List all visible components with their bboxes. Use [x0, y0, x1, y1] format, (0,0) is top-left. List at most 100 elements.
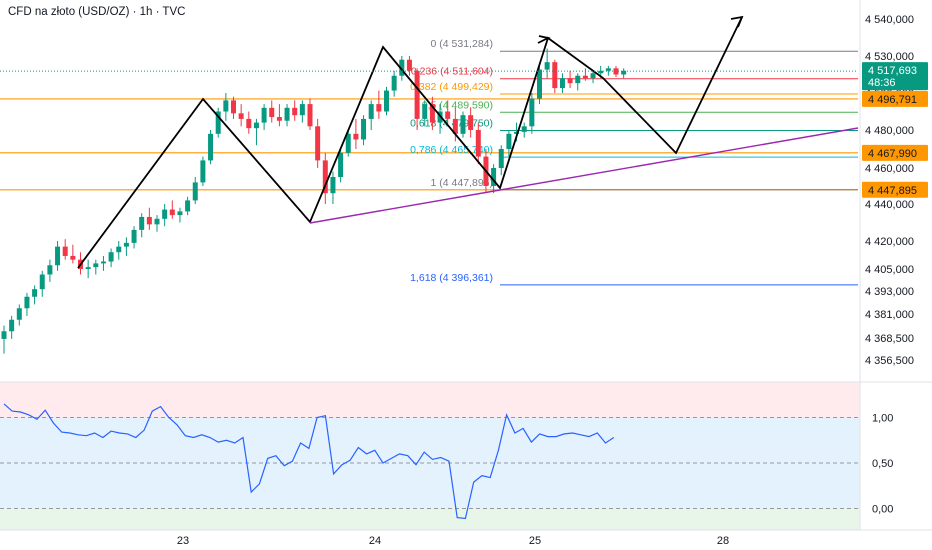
candle-body [215, 111, 221, 134]
candle-body [32, 289, 38, 297]
candle-body [16, 308, 22, 320]
candle [544, 48, 550, 79]
y-tick-label: 4 440,000 [865, 199, 914, 211]
candle [559, 73, 565, 93]
candle-body [131, 229, 137, 243]
candle [146, 207, 152, 230]
candle-body [307, 104, 313, 127]
candle-body [223, 100, 229, 112]
rsi-tick-label: 1,00 [872, 413, 893, 425]
candle [506, 130, 512, 157]
candle [39, 270, 45, 297]
candle [208, 130, 214, 165]
x-tick-label: 28 [717, 535, 729, 547]
candle [391, 70, 397, 97]
candle [292, 100, 298, 121]
candle [361, 115, 367, 146]
candle-body [322, 160, 328, 194]
candle-body [85, 267, 91, 269]
drawings[interactable] [77, 15, 859, 269]
fib-level-label: 1 (4 447,895) [431, 177, 493, 189]
candle-body [47, 265, 53, 275]
candle-body [575, 75, 581, 84]
candle-body [475, 130, 481, 157]
candle-body [598, 70, 604, 74]
candle-body [582, 75, 588, 79]
price-level-badge-label: 4 447,895 [868, 185, 917, 197]
candle [521, 122, 527, 138]
candle-body [139, 216, 145, 230]
candle [567, 70, 573, 89]
candle [32, 285, 38, 305]
candle-body [521, 126, 527, 132]
candle [200, 156, 206, 186]
candle-body [1, 331, 7, 339]
price-level-badge-label: 4 496,791 [868, 94, 917, 106]
candle [62, 239, 68, 260]
candle [605, 65, 611, 76]
candle-body [246, 118, 252, 129]
x-tick-label: 25 [529, 535, 541, 547]
candle [429, 96, 435, 130]
candle [253, 118, 259, 146]
candle [139, 213, 145, 238]
rsi-overbought-zone [0, 382, 860, 417]
candle [537, 65, 542, 105]
candle [322, 152, 328, 204]
candle [575, 73, 581, 91]
x-tick-label: 24 [369, 535, 381, 547]
candle-body [108, 252, 114, 262]
candle [414, 68, 420, 130]
candle [231, 96, 236, 119]
zigzag-drawing [77, 16, 743, 269]
price-level-badge [862, 181, 928, 198]
candle-body [162, 209, 168, 219]
countdown-label: 48:36 [868, 77, 896, 89]
price-level-badge [862, 144, 928, 161]
candle-body [100, 261, 106, 264]
candle [590, 70, 596, 84]
y-tick-label: 4 420,000 [865, 236, 914, 248]
candle-body [460, 115, 466, 134]
candle-body [269, 107, 275, 118]
candle-body [353, 133, 359, 140]
candle [215, 107, 221, 138]
candle-body [452, 118, 458, 134]
candle-body [544, 62, 550, 70]
candle [452, 107, 458, 142]
candle [330, 171, 336, 204]
candle-body [537, 69, 542, 99]
price-level-badge [862, 90, 928, 107]
candle-body [62, 246, 68, 256]
candle-body [146, 216, 152, 225]
rsi-line [3, 403, 615, 520]
candle-body [315, 126, 321, 161]
candle-body [621, 70, 627, 75]
candle-body [514, 131, 520, 134]
candle [307, 98, 313, 130]
candle [460, 111, 466, 138]
candle-body [55, 246, 61, 266]
candle-body [529, 98, 535, 127]
candle [154, 215, 160, 232]
candle-body [116, 246, 122, 253]
candle [192, 177, 198, 204]
candle-body [338, 152, 344, 177]
candle-body [368, 104, 374, 119]
candle [108, 248, 114, 268]
candle [498, 145, 504, 176]
candle [299, 100, 305, 123]
candle [93, 259, 99, 275]
candle [246, 111, 252, 134]
candles [1, 48, 627, 354]
candle [445, 100, 451, 127]
candle [85, 259, 91, 279]
fib-level-label: 0,236 (4 511,604) [411, 66, 493, 78]
rsi-oversold-zone [0, 508, 860, 530]
candle-body [284, 107, 290, 121]
fibonacci-retracement[interactable]: 0 (4 531,284) 0,236 (4 511,604) 0,382 (4 4… [410, 38, 858, 286]
price-level-badge-label: 4 467,990 [868, 148, 917, 160]
